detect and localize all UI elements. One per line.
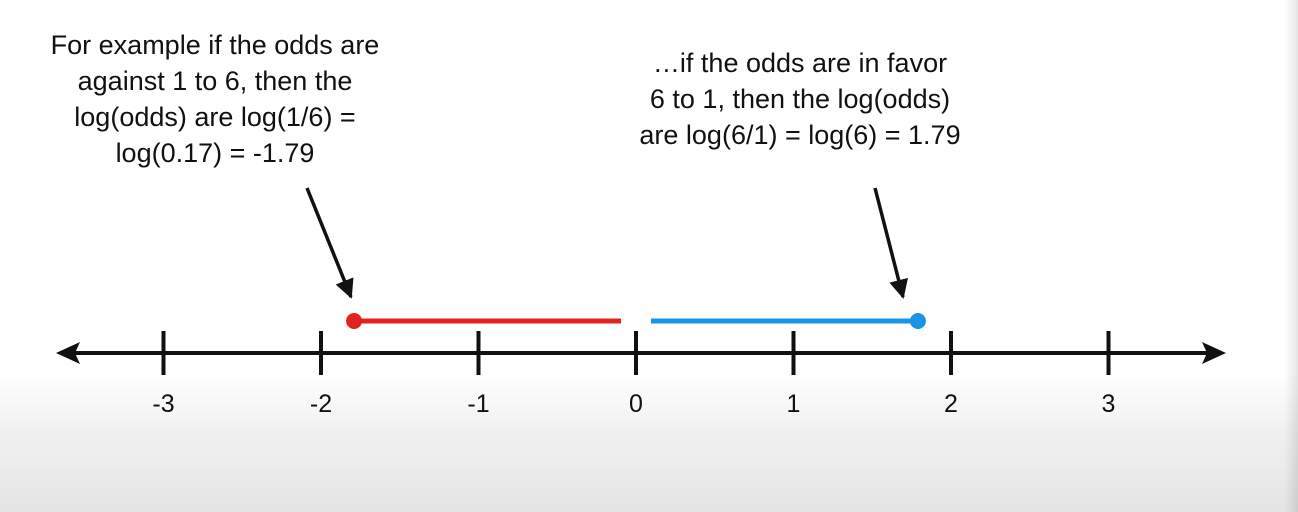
left-annotation-line: against 1 to 6, then the [77,66,353,96]
left-annotation-line: log(0.17) = -1.79 [115,138,315,168]
axis-tick-label: -3 [152,390,174,418]
tick-group [161,331,1111,375]
tick-label-group: -3 -2 -1 0 1 2 3 [152,390,1115,418]
left-annotation-line: log(odds) are log(1/6) = [74,102,356,132]
right-pointer-arrow [873,187,909,299]
axis-tick-label: 3 [1102,390,1116,418]
right-annotation: …if the odds are in favor 6 to 1, then t… [580,45,1020,153]
right-arrowhead-icon [1202,342,1226,364]
axis-tick-label: -2 [310,390,332,418]
right-annotation-line: 6 to 1, then the log(odds) [649,84,951,114]
axis-tick-label: -1 [467,390,489,418]
axis-tick-label: 1 [787,390,801,418]
axis-tick-label: 0 [629,390,643,418]
left-pointer-arrow [305,187,354,299]
left-annotation-line: For example if the odds are [50,30,380,60]
left-arrowhead-icon [56,342,80,364]
axis-tick-label: 2 [944,390,958,418]
right-annotation-line: …if the odds are in favor [652,48,948,78]
against-odds-endpoint [346,313,363,329]
left-annotation: For example if the odds are against 1 to… [0,27,430,171]
frame-edge-shadow [1284,0,1298,512]
favor-odds-endpoint [909,313,926,329]
right-annotation-line: are log(6/1) = log(6) = 1.79 [639,120,961,150]
